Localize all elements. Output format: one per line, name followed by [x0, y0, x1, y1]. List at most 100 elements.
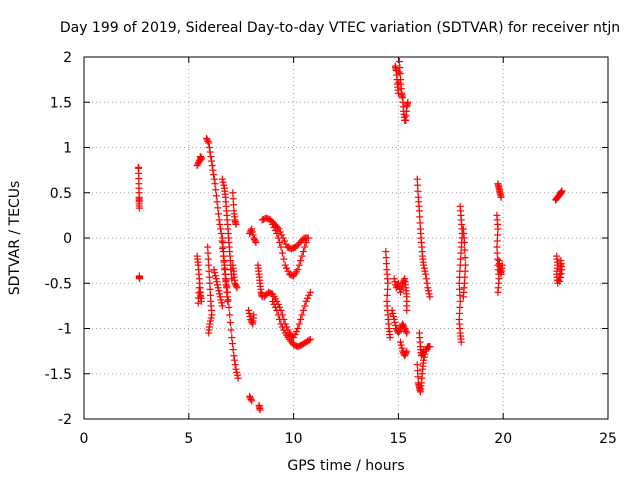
data-point: [273, 229, 281, 237]
data-point: [298, 252, 306, 260]
data-point: [274, 311, 282, 319]
x-tick-label: 25: [599, 431, 617, 447]
data-point: [294, 266, 302, 274]
data-point: [136, 275, 144, 283]
data-point: [456, 291, 464, 299]
data-point: [301, 243, 309, 251]
data-point: [457, 243, 465, 251]
data-point: [390, 312, 398, 320]
data-point: [396, 70, 404, 78]
y-tick-label: 0: [63, 231, 72, 247]
data-point: [383, 291, 391, 299]
data-point: [282, 240, 290, 248]
x-axis-label: GPS time / hours: [287, 458, 404, 474]
axis-ticks: [83, 56, 609, 420]
data-point: [204, 255, 212, 263]
data-point: [277, 320, 285, 328]
data-point: [278, 249, 286, 257]
data-point: [213, 198, 221, 206]
data-point: [193, 162, 201, 170]
data-point: [280, 326, 288, 334]
data-point: [271, 226, 279, 234]
data-point: [414, 181, 422, 189]
data-point: [206, 148, 214, 156]
data-point: [493, 249, 501, 257]
data-point: [216, 290, 224, 298]
grid-lines: [84, 57, 608, 419]
data-point: [204, 249, 212, 257]
data-point: [210, 171, 218, 179]
data-point: [250, 234, 258, 242]
x-tick-labels: 0 5 10 15 20 25: [80, 431, 617, 447]
data-point: [218, 302, 226, 310]
data-point: [256, 406, 264, 414]
data-point: [246, 312, 254, 320]
data-point: [205, 261, 213, 269]
data-point: [302, 239, 310, 247]
data-point: [230, 201, 238, 209]
data-point: [414, 367, 422, 375]
data-point: [231, 361, 239, 369]
data-point: [206, 317, 214, 325]
data-point: [304, 294, 312, 302]
data-point: [384, 279, 392, 287]
data-point: [245, 306, 253, 314]
data-point: [389, 309, 397, 317]
data-point: [218, 175, 226, 183]
data-point: [395, 328, 403, 336]
data-point: [423, 279, 431, 287]
data-point: [391, 318, 399, 326]
data-point: [232, 282, 240, 290]
data-point: [194, 160, 202, 168]
data-point: [283, 264, 291, 272]
data-point: [214, 204, 222, 212]
plot-frame: [83, 56, 609, 420]
data-point: [218, 299, 226, 307]
data-point: [248, 397, 256, 405]
data-point: [400, 276, 408, 284]
data-point: [493, 243, 501, 251]
data-point: [422, 275, 430, 283]
data-point: [396, 338, 404, 346]
data-point: [230, 352, 238, 360]
y-tick-label: 1: [63, 141, 72, 157]
data-point: [135, 204, 143, 212]
data-point: [401, 352, 409, 360]
data-point: [217, 296, 225, 304]
data-point: [421, 267, 429, 275]
data-point: [248, 225, 256, 233]
data-point: [271, 303, 279, 311]
y-axis-label: SDTVAR / TECUs: [7, 181, 23, 296]
data-point: [420, 356, 428, 364]
data-point: [206, 291, 214, 299]
data-point: [194, 299, 202, 307]
data-point: [291, 331, 299, 339]
data-point: [292, 328, 300, 336]
data-point: [401, 325, 409, 332]
data-point: [557, 270, 565, 278]
data-point: [247, 226, 255, 234]
data-point: [398, 344, 406, 352]
data-point: [416, 219, 424, 227]
data-point: [413, 361, 421, 369]
data-point: [426, 293, 434, 301]
data-point: [494, 288, 502, 296]
data-point: [232, 281, 240, 289]
data-point: [215, 216, 223, 224]
y-tick-label: -0.5: [45, 276, 72, 292]
data-point: [269, 220, 277, 228]
data-point: [276, 228, 284, 236]
data-point: [276, 239, 284, 247]
data-point: [229, 346, 237, 354]
data-point: [399, 320, 407, 328]
data-point: [305, 291, 313, 299]
data-point: [401, 326, 409, 334]
data-point: [212, 186, 220, 194]
data-point: [229, 189, 237, 197]
data-point: [461, 261, 469, 269]
data-point: [208, 311, 216, 319]
data-point: [233, 368, 241, 376]
data-point: [417, 352, 425, 360]
data-point: [209, 166, 217, 174]
data-point: [269, 297, 277, 305]
